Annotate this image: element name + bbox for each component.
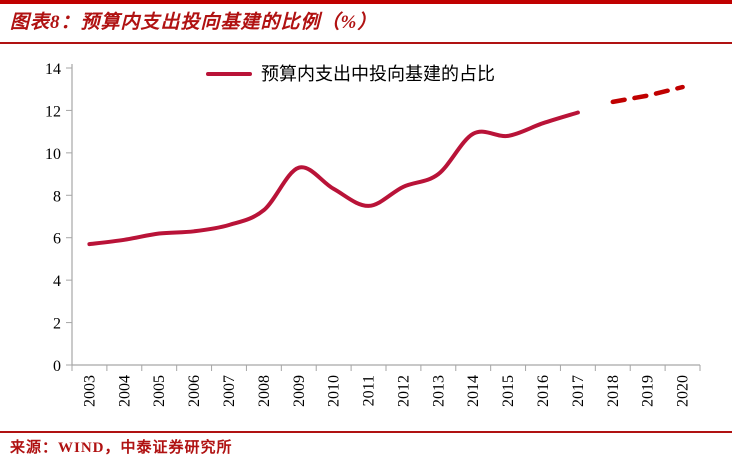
x-axis-tick-label: 2019 (640, 375, 657, 407)
x-axis-tick-label: 2020 (675, 375, 692, 407)
figure-title-bar: 图表8：预算内支出投向基建的比例（%） (0, 0, 732, 44)
x-axis-tick-label: 2003 (81, 375, 98, 407)
x-axis-tick-label: 2007 (221, 375, 238, 407)
series-line-solid (87, 110, 580, 247)
x-axis-tick-label: 2006 (186, 375, 203, 407)
y-axis-tick-label: 6 (53, 231, 61, 248)
legend-label: 预算内支出中投向基建的占比 (261, 64, 495, 84)
x-axis-tick-label: 2008 (256, 375, 273, 407)
y-axis-tick-label: 0 (53, 358, 61, 375)
chart-legend: 预算内支出中投向基建的占比 (206, 62, 495, 86)
y-axis-tick-label: 8 (53, 188, 61, 205)
y-axis-tick-label: 12 (45, 103, 61, 120)
x-axis-tick-label: 2016 (535, 375, 552, 407)
y-axis-tick-label: 4 (53, 273, 61, 290)
series-line-dashed (610, 84, 685, 105)
x-axis-tick-label: 2010 (326, 375, 343, 407)
source-bar: 来源：WIND，中泰证券研究所 (0, 431, 732, 464)
figure-title: 图表8：预算内支出投向基建的比例（%） (10, 12, 378, 33)
x-axis-tick-label: 2005 (151, 375, 168, 407)
x-axis-tick-label: 2011 (361, 375, 378, 406)
x-axis-tick-label: 2013 (430, 375, 447, 407)
y-axis-tick-label: 2 (53, 316, 61, 333)
x-axis-tick-label: 2009 (291, 375, 308, 407)
y-axis-tick-label: 10 (45, 146, 61, 163)
x-axis-tick-label: 2014 (465, 375, 482, 407)
x-axis-tick-label: 2015 (500, 375, 517, 407)
line-chart: 0 2 4 6 8 10 12 14 2003 2004 2005 2006 2007 2008 2009 2… (45, 61, 701, 407)
x-axis-tick-label: 2018 (605, 375, 622, 407)
source-text: 来源：WIND，中泰证券研究所 (10, 440, 233, 456)
x-axis-tick-label: 2004 (116, 375, 133, 407)
chart-area: 0 2 4 6 8 10 12 14 2003 2004 2005 2006 2007 2008 2009 2… (0, 44, 732, 431)
x-axis-tick-label: 2017 (570, 375, 587, 407)
y-axis-tick-label: 14 (45, 61, 61, 78)
x-axis-tick-label: 2012 (395, 375, 412, 407)
legend-line-marker (206, 72, 252, 76)
